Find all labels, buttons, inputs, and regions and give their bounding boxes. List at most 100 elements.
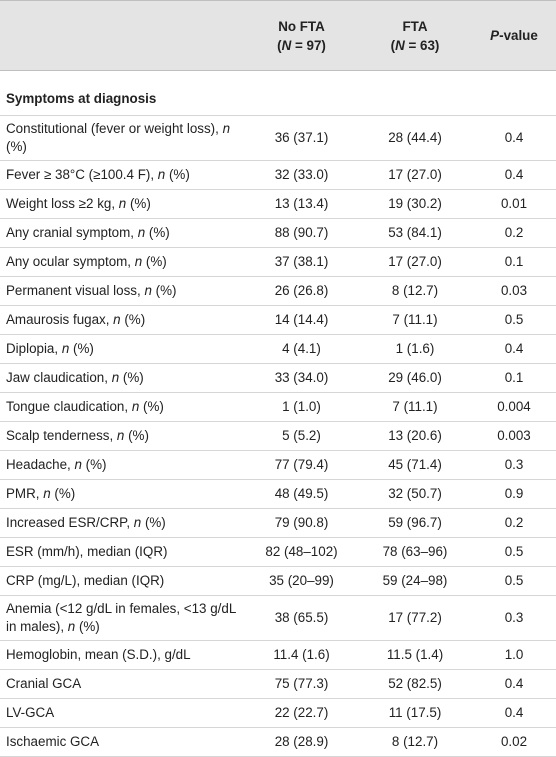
fta-value: 7 (11.1) bbox=[358, 305, 472, 335]
table-row: Ischaemic GCA 28 (28.9) 8 (12.7) 0.02 bbox=[0, 727, 556, 757]
fta-value: 28 (44.4) bbox=[358, 115, 472, 161]
row-label: Permanent visual loss, n (%) bbox=[0, 276, 245, 306]
header-p-value: P-value bbox=[472, 0, 556, 71]
fta-value: 29 (46.0) bbox=[358, 363, 472, 393]
table-row: Tongue claudication, n (%) 1 (1.0) 7 (11.1… bbox=[0, 392, 556, 422]
p-value: 0.4 bbox=[472, 669, 556, 699]
table-row: Any ocular symptom, n (%) 37 (38.1) 17 (27… bbox=[0, 247, 556, 277]
p-value: 0.03 bbox=[472, 276, 556, 306]
no-fta-value: 4 (4.1) bbox=[245, 334, 358, 364]
row-label: LV-GCA bbox=[0, 698, 245, 728]
table-row: LV-GCA 22 (22.7) 11 (17.5) 0.4 bbox=[0, 698, 556, 728]
section-title: Symptoms at diagnosis bbox=[0, 70, 556, 116]
no-fta-value: 22 (22.7) bbox=[245, 698, 358, 728]
header-no-fta: No FTA (N = 97) bbox=[245, 0, 358, 71]
header-no-fta-title: No FTA bbox=[278, 18, 325, 34]
p-value: 0.3 bbox=[472, 450, 556, 480]
fta-value: 7 (11.1) bbox=[358, 392, 472, 422]
fta-value: 17 (27.0) bbox=[358, 160, 472, 190]
fta-value: 53 (84.1) bbox=[358, 218, 472, 248]
no-fta-value: 75 (77.3) bbox=[245, 669, 358, 699]
row-label: Cranial GCA bbox=[0, 669, 245, 699]
no-fta-value: 11.4 (1.6) bbox=[245, 640, 358, 670]
table-row: Headache, n (%) 77 (79.4) 45 (71.4) 0.3 bbox=[0, 450, 556, 480]
header-fta-n: (N = 63) bbox=[390, 37, 440, 53]
no-fta-value: 79 (90.8) bbox=[245, 508, 358, 538]
p-value: 0.2 bbox=[472, 508, 556, 538]
table-row: Anemia (<12 g/dL in females, <13 g/dL in… bbox=[0, 595, 556, 641]
no-fta-value: 28 (28.9) bbox=[245, 727, 358, 757]
table-header: No FTA (N = 97) FTA (N = 63) P-value bbox=[0, 0, 556, 71]
table-row: Amaurosis fugax, n (%) 14 (14.4) 7 (11.1) 0… bbox=[0, 305, 556, 335]
table-row: Scalp tenderness, n (%) 5 (5.2) 13 (20.6) 0… bbox=[0, 421, 556, 451]
p-value: 0.4 bbox=[472, 115, 556, 161]
fta-value: 17 (77.2) bbox=[358, 595, 472, 641]
table-row: Fever ≥ 38°C (≥100.4 F), n (%) 32 (33.0) 1… bbox=[0, 160, 556, 190]
section-row: Symptoms at diagnosis bbox=[0, 70, 556, 116]
p-value: 0.1 bbox=[472, 247, 556, 277]
fta-value: 8 (12.7) bbox=[358, 276, 472, 306]
no-fta-value: 13 (13.4) bbox=[245, 189, 358, 219]
fta-value: 1 (1.6) bbox=[358, 334, 472, 364]
row-label: Any cranial symptom, n (%) bbox=[0, 218, 245, 248]
p-value: 0.003 bbox=[472, 421, 556, 451]
row-label: Fever ≥ 38°C (≥100.4 F), n (%) bbox=[0, 160, 245, 190]
row-label: Amaurosis fugax, n (%) bbox=[0, 305, 245, 335]
row-label: CRP (mg/L), median (IQR) bbox=[0, 566, 245, 596]
no-fta-value: 82 (48–102) bbox=[245, 537, 358, 567]
table-row: Cranial GCA 75 (77.3) 52 (82.5) 0.4 bbox=[0, 669, 556, 699]
p-value: 0.4 bbox=[472, 334, 556, 364]
row-label: Ischaemic GCA bbox=[0, 727, 245, 757]
no-fta-value: 77 (79.4) bbox=[245, 450, 358, 480]
p-value: 0.2 bbox=[472, 218, 556, 248]
table-row: CRP (mg/L), median (IQR) 35 (20–99) 59 (24… bbox=[0, 566, 556, 596]
no-fta-value: 1 (1.0) bbox=[245, 392, 358, 422]
fta-value: 13 (20.6) bbox=[358, 421, 472, 451]
no-fta-value: 33 (34.0) bbox=[245, 363, 358, 393]
no-fta-value: 35 (20–99) bbox=[245, 566, 358, 596]
row-label: Headache, n (%) bbox=[0, 450, 245, 480]
p-value: 0.004 bbox=[472, 392, 556, 422]
fta-value: 59 (24–98) bbox=[358, 566, 472, 596]
table-row: Weight loss ≥2 kg, n (%) 13 (13.4) 19 (30.… bbox=[0, 189, 556, 219]
no-fta-value: 36 (37.1) bbox=[245, 115, 358, 161]
no-fta-value: 26 (26.8) bbox=[245, 276, 358, 306]
fta-value: 45 (71.4) bbox=[358, 450, 472, 480]
table-row: Diplopia, n (%) 4 (4.1) 1 (1.6) 0.4 bbox=[0, 334, 556, 364]
fta-value: 11 (17.5) bbox=[358, 698, 472, 728]
table-row: PMR, n (%) 48 (49.5) 32 (50.7) 0.9 bbox=[0, 479, 556, 509]
row-label: Weight loss ≥2 kg, n (%) bbox=[0, 189, 245, 219]
table-row: Hemoglobin, mean (S.D.), g/dL 11.4 (1.6) 1… bbox=[0, 640, 556, 670]
no-fta-value: 37 (38.1) bbox=[245, 247, 358, 277]
fta-value: 32 (50.7) bbox=[358, 479, 472, 509]
header-no-fta-n: (N = 97) bbox=[277, 37, 326, 53]
fta-value: 59 (96.7) bbox=[358, 508, 472, 538]
p-value: 0.5 bbox=[472, 537, 556, 567]
table-row: Increased ESR/CRP, n (%) 79 (90.8) 59 (96.… bbox=[0, 508, 556, 538]
p-value: 0.9 bbox=[472, 479, 556, 509]
fta-value: 8 (12.7) bbox=[358, 727, 472, 757]
row-label: Increased ESR/CRP, n (%) bbox=[0, 508, 245, 538]
p-value: 0.4 bbox=[472, 160, 556, 190]
row-label: PMR, n (%) bbox=[0, 479, 245, 509]
row-label: Jaw claudication, n (%) bbox=[0, 363, 245, 393]
header-fta-title: FTA bbox=[402, 18, 428, 34]
p-value: 0.3 bbox=[472, 595, 556, 641]
table-row: Jaw claudication, n (%) 33 (34.0) 29 (46.0… bbox=[0, 363, 556, 393]
no-fta-value: 5 (5.2) bbox=[245, 421, 358, 451]
row-label: ESR (mm/h), median (IQR) bbox=[0, 537, 245, 567]
row-label: Constitutional (fever or weight loss), n… bbox=[0, 115, 245, 161]
p-value: 0.5 bbox=[472, 305, 556, 335]
table-row: Any cranial symptom, n (%) 88 (90.7) 53 (8… bbox=[0, 218, 556, 248]
fta-value: 17 (27.0) bbox=[358, 247, 472, 277]
no-fta-value: 88 (90.7) bbox=[245, 218, 358, 248]
p-value: 0.01 bbox=[472, 189, 556, 219]
p-value: 0.02 bbox=[472, 727, 556, 757]
table-body: Symptoms at diagnosis Constitutional (fe… bbox=[0, 70, 556, 757]
p-value: 0.1 bbox=[472, 363, 556, 393]
p-value: 1.0 bbox=[472, 640, 556, 670]
table-row: Constitutional (fever or weight loss), n… bbox=[0, 115, 556, 161]
row-label: Hemoglobin, mean (S.D.), g/dL bbox=[0, 640, 245, 670]
row-label: Scalp tenderness, n (%) bbox=[0, 421, 245, 451]
